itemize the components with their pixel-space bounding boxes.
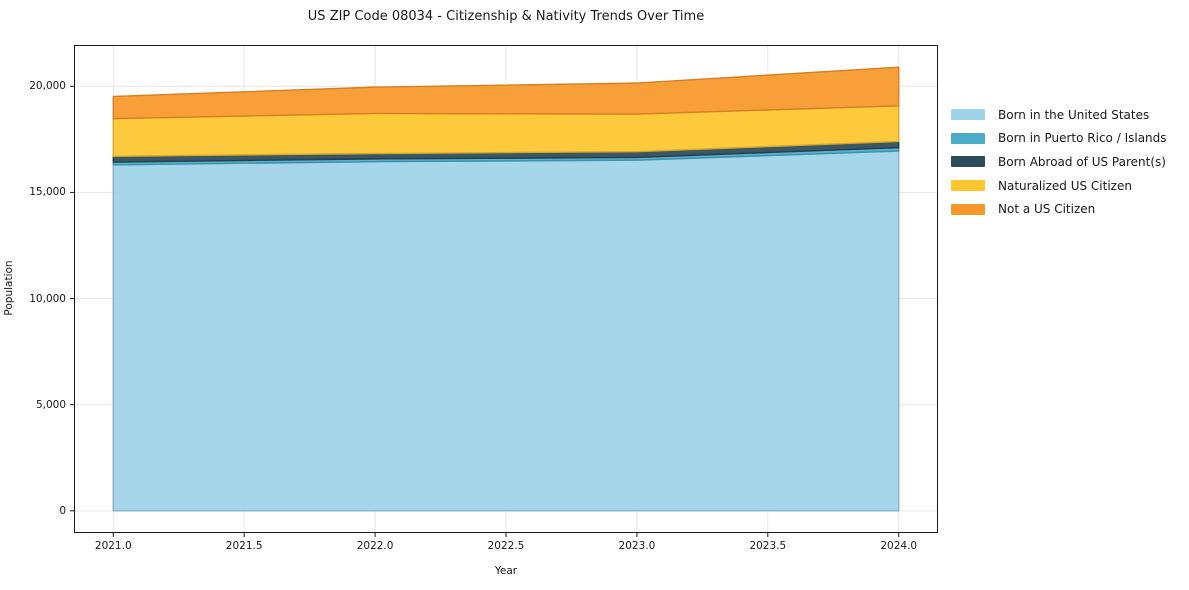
x-tick-label: 2023.5 <box>749 540 787 552</box>
y-tick-label: 0 <box>59 504 66 517</box>
legend-item-born-in-puerto-rico-islands: Born in Puerto Rico / Islands <box>951 127 1167 151</box>
legend-label: Not a US Citizen <box>998 202 1096 217</box>
x-tick-label: 2021.0 <box>94 540 132 552</box>
x-tick-label: 2022.5 <box>487 540 525 552</box>
x-tick-label: 2024.0 <box>880 540 918 552</box>
plot-svg <box>70 45 938 537</box>
legend-label: Born in the United States <box>998 107 1150 122</box>
legend-label: Born Abroad of US Parent(s) <box>998 154 1166 169</box>
legend-label: Born in Puerto Rico / Islands <box>998 131 1167 146</box>
y-axis-title: Population <box>3 260 15 316</box>
legend-label: Naturalized US Citizen <box>998 178 1132 193</box>
x-tick-label: 2021.5 <box>225 540 263 552</box>
legend-swatch-icon <box>951 132 985 144</box>
legend-swatch-icon <box>951 156 985 168</box>
legend: Born in the United States Born in Puerto … <box>951 103 1167 221</box>
x-tick-label: 2023.0 <box>618 540 656 552</box>
plot-border <box>74 45 938 533</box>
y-tick-label: 5,000 <box>35 398 66 411</box>
area-not-a-us-citizen <box>112 66 900 120</box>
legend-item-born-in-the-united-states: Born in the United States <box>951 103 1167 127</box>
y-tick-label: 10,000 <box>29 292 66 305</box>
y-tick-label: 15,000 <box>29 186 66 199</box>
x-axis-title: Year <box>494 565 518 577</box>
x-tick-label: 2022.0 <box>356 540 394 552</box>
area-born-in-the-united-states <box>112 150 900 512</box>
legend-item-born-abroad-of-us-parent-s: Born Abroad of US Parent(s) <box>951 150 1167 174</box>
legend-swatch-icon <box>951 180 985 192</box>
chart-title: US ZIP Code 08034 - Citizenship & Nativi… <box>307 9 705 24</box>
legend-swatch-icon <box>951 109 985 121</box>
y-tick-label: 20,000 <box>29 80 66 93</box>
plot-area <box>70 45 938 537</box>
legend-swatch-icon <box>951 203 985 215</box>
legend-item-naturalized-us-citizen: Naturalized US Citizen <box>951 174 1167 198</box>
legend-item-not-a-us-citizen: Not a US Citizen <box>951 197 1167 221</box>
